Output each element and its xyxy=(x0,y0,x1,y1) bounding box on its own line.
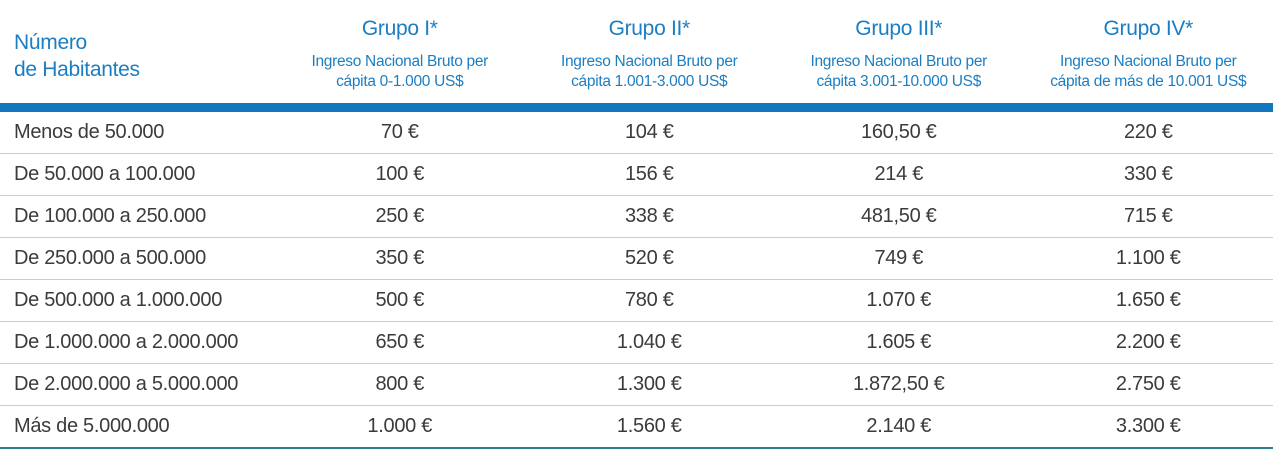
fee-value: 2.140 € xyxy=(866,415,932,437)
fee-value: 1.560 € xyxy=(616,415,682,437)
row-header-line2: de Habitantes xyxy=(14,57,140,81)
fee-value: 500 € xyxy=(375,289,425,311)
row-label: Menos de 50.000 xyxy=(14,121,165,143)
fee-value: 3.300 € xyxy=(1115,415,1181,437)
table-row: De 100.000 a 250.000 250 € 338 € 481,50 … xyxy=(0,195,1273,237)
row-label: De 50.000 a 100.000 xyxy=(14,163,196,185)
fee-value: 715 € xyxy=(1123,205,1173,227)
fee-value: 780 € xyxy=(624,289,674,311)
table-row: Más de 5.000.000 1.000 € 1.560 € 2.140 €… xyxy=(0,405,1273,447)
group-subtitle: Ingreso Nacional Bruto per cápita 0-1.00… xyxy=(311,53,489,91)
table-row: De 250.000 a 500.000 350 € 520 € 749 € 1… xyxy=(0,237,1273,279)
row-header-title: Número de Habitantes xyxy=(0,30,275,84)
table-header-row: Número de Habitantes Grupo I* Ingreso Na… xyxy=(0,0,1273,103)
fee-value: 104 € xyxy=(624,121,674,143)
fee-value: 749 € xyxy=(874,247,924,269)
row-label: De 500.000 a 1.000.000 xyxy=(14,289,223,311)
group-title: Grupo IV* xyxy=(1103,17,1193,40)
fee-value: 156 € xyxy=(624,163,674,185)
fee-value: 1.872,50 € xyxy=(852,373,945,395)
table-row: De 2.000.000 a 5.000.000 800 € 1.300 € 1… xyxy=(0,363,1273,405)
fee-value: 1.070 € xyxy=(866,289,932,311)
fee-value: 330 € xyxy=(1123,163,1173,185)
fee-value: 520 € xyxy=(624,247,674,269)
group-title: Grupo II* xyxy=(608,17,691,40)
row-label: De 100.000 a 250.000 xyxy=(14,205,206,227)
header-divider-bar xyxy=(0,103,1273,112)
fee-value: 220 € xyxy=(1123,121,1173,143)
row-label: De 250.000 a 500.000 xyxy=(14,247,206,269)
row-label: Más de 5.000.000 xyxy=(14,415,170,437)
fee-value: 214 € xyxy=(874,163,924,185)
fee-value: 350 € xyxy=(375,247,425,269)
row-label: De 2.000.000 a 5.000.000 xyxy=(14,373,239,395)
row-header-line1: Número xyxy=(14,30,87,54)
fee-value: 160,50 € xyxy=(861,121,937,143)
fee-value: 1.000 € xyxy=(367,415,433,437)
fee-value: 1.040 € xyxy=(616,331,682,353)
fee-value: 481,50 € xyxy=(861,205,937,227)
fee-value: 100 € xyxy=(375,163,425,185)
group-subtitle: Ingreso Nacional Bruto per cápita de más… xyxy=(1050,53,1247,91)
group-subtitle: Ingreso Nacional Bruto per cápita 3.001-… xyxy=(810,53,988,91)
row-label: De 1.000.000 a 2.000.000 xyxy=(14,331,239,353)
fee-value: 2.750 € xyxy=(1115,373,1181,395)
table-row: Menos de 50.000 70 € 104 € 160,50 € 220 … xyxy=(0,112,1273,153)
group-subtitle: Ingreso Nacional Bruto per cápita 1.001-… xyxy=(560,53,738,91)
table-row: De 1.000.000 a 2.000.000 650 € 1.040 € 1… xyxy=(0,321,1273,363)
table-body: Menos de 50.000 70 € 104 € 160,50 € 220 … xyxy=(0,112,1273,447)
column-header-grupo-2: Grupo II* Ingreso Nacional Bruto per cáp… xyxy=(525,0,775,92)
group-title: Grupo I* xyxy=(361,17,438,40)
column-header-grupo-3: Grupo III* Ingreso Nacional Bruto per cá… xyxy=(774,0,1024,92)
fee-value: 250 € xyxy=(375,205,425,227)
table-bottom-border xyxy=(0,447,1273,449)
fee-value: 2.200 € xyxy=(1115,331,1181,353)
fee-value: 650 € xyxy=(375,331,425,353)
group-title: Grupo III* xyxy=(855,17,943,40)
fee-value: 1.300 € xyxy=(616,373,682,395)
fee-value: 800 € xyxy=(375,373,425,395)
fee-value: 1.650 € xyxy=(1115,289,1181,311)
table-row: De 500.000 a 1.000.000 500 € 780 € 1.070… xyxy=(0,279,1273,321)
fee-value: 1.100 € xyxy=(1115,247,1181,269)
table-row: De 50.000 a 100.000 100 € 156 € 214 € 33… xyxy=(0,153,1273,195)
column-header-grupo-4: Grupo IV* Ingreso Nacional Bruto per cáp… xyxy=(1024,0,1273,92)
fee-value: 1.605 € xyxy=(866,331,932,353)
fee-value: 70 € xyxy=(380,121,419,143)
fee-value: 338 € xyxy=(624,205,674,227)
column-header-grupo-1: Grupo I* Ingreso Nacional Bruto per cápi… xyxy=(275,0,525,92)
